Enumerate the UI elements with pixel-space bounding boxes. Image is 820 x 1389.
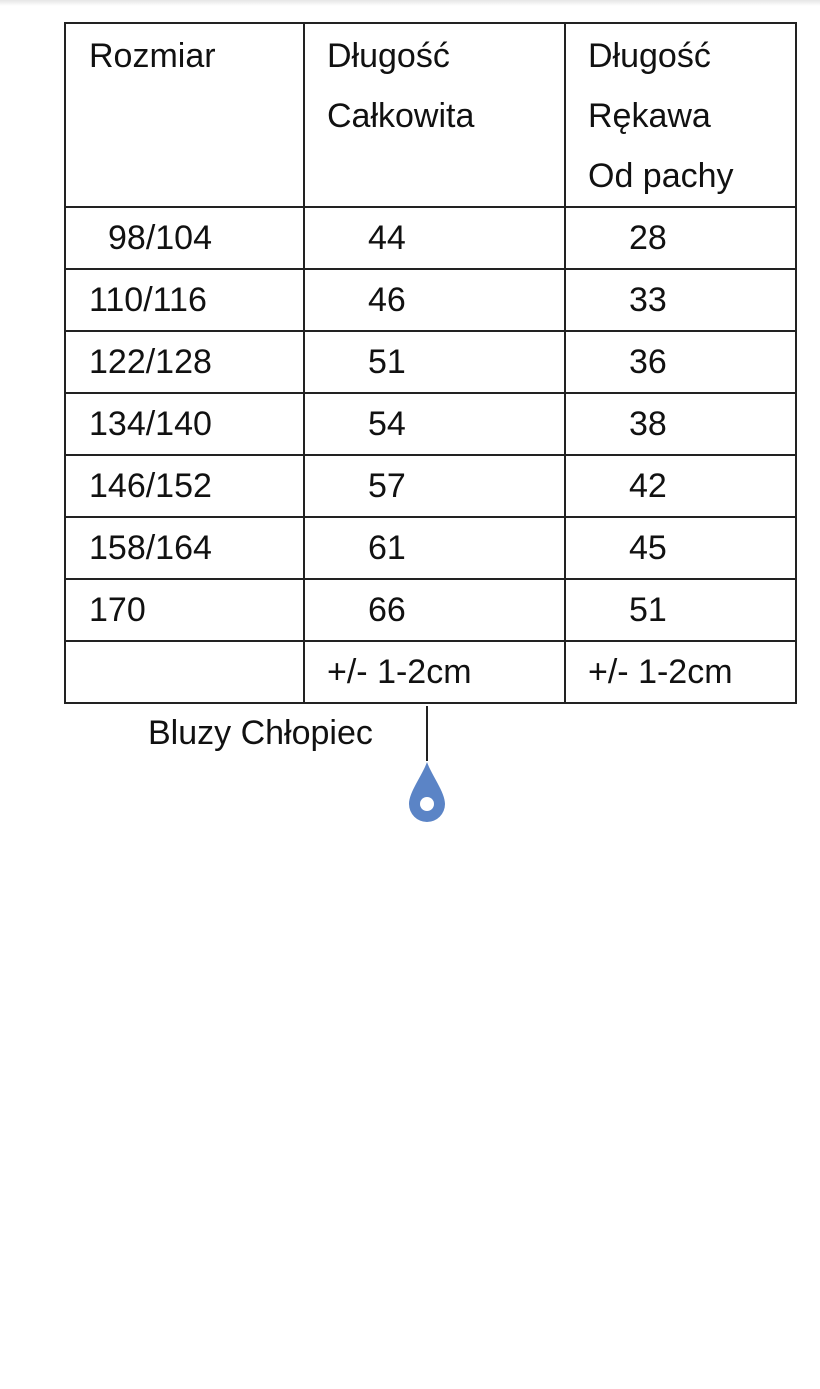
sleeve-length-cell[interactable]: 33 bbox=[564, 268, 797, 332]
table-row: 170 66 51 bbox=[64, 578, 797, 642]
size-cell[interactable]: 170 bbox=[64, 578, 305, 642]
text-selection-handle-icon[interactable] bbox=[408, 762, 446, 824]
size-cell[interactable]: 146/152 bbox=[64, 454, 305, 518]
header-text: Rozmiar bbox=[89, 37, 216, 75]
top-edge bbox=[0, 0, 820, 6]
sleeve-length-cell[interactable]: 45 bbox=[564, 516, 797, 580]
sleeve-length-cell[interactable]: 51 bbox=[564, 578, 797, 642]
total-length-cell[interactable]: 54 bbox=[303, 392, 566, 456]
sleeve-length-cell[interactable]: 28 bbox=[564, 206, 797, 270]
sleeve-length-cell[interactable]: 38 bbox=[564, 392, 797, 456]
footer-cell[interactable]: +/- 1-2cm bbox=[564, 640, 797, 704]
table-row: 98/104 44 28 bbox=[64, 206, 797, 270]
size-cell[interactable]: 110/116 bbox=[64, 268, 305, 332]
size-cell[interactable]: 98/104 bbox=[64, 206, 305, 270]
total-length-cell[interactable]: 46 bbox=[303, 268, 566, 332]
size-cell[interactable]: 158/164 bbox=[64, 516, 305, 580]
text-cursor bbox=[426, 706, 428, 761]
total-length-cell[interactable]: 61 bbox=[303, 516, 566, 580]
footer-cell[interactable] bbox=[64, 640, 305, 704]
header-text: Rękawa bbox=[588, 97, 711, 135]
size-cell[interactable]: 122/128 bbox=[64, 330, 305, 394]
sleeve-length-cell[interactable]: 42 bbox=[564, 454, 797, 518]
header-text: Całkowita bbox=[327, 97, 475, 135]
table-row: 158/164 61 45 bbox=[64, 516, 797, 580]
total-length-cell[interactable]: 66 bbox=[303, 578, 566, 642]
footer-cell[interactable]: +/- 1-2cm bbox=[303, 640, 566, 704]
table-row: 122/128 51 36 bbox=[64, 330, 797, 394]
table-header-row: Rozmiar Długość Całkowita Długość Rękawa Od… bbox=[64, 22, 797, 208]
total-length-cell[interactable]: 44 bbox=[303, 206, 566, 270]
size-table: Rozmiar Długość Całkowita Długość Rękawa Od… bbox=[64, 22, 797, 704]
table-footer-row: +/- 1-2cm +/- 1-2cm bbox=[64, 640, 797, 704]
total-length-cell[interactable]: 57 bbox=[303, 454, 566, 518]
size-cell[interactable]: 134/140 bbox=[64, 392, 305, 456]
table-row: 110/116 46 33 bbox=[64, 268, 797, 332]
header-cell[interactable]: Długość Całkowita bbox=[303, 22, 566, 208]
header-text: Długość bbox=[588, 37, 711, 75]
total-length-cell[interactable]: 51 bbox=[303, 330, 566, 394]
header-cell[interactable]: Rozmiar bbox=[64, 22, 305, 208]
header-cell[interactable]: Długość Rękawa Od pachy bbox=[564, 22, 797, 208]
header-text: Od pachy bbox=[588, 157, 734, 195]
header-text: Długość bbox=[327, 37, 450, 75]
sleeve-length-cell[interactable]: 36 bbox=[564, 330, 797, 394]
caption-text[interactable]: Bluzy Chłopiec bbox=[148, 714, 373, 752]
table-row: 146/152 57 42 bbox=[64, 454, 797, 518]
table-row: 134/140 54 38 bbox=[64, 392, 797, 456]
